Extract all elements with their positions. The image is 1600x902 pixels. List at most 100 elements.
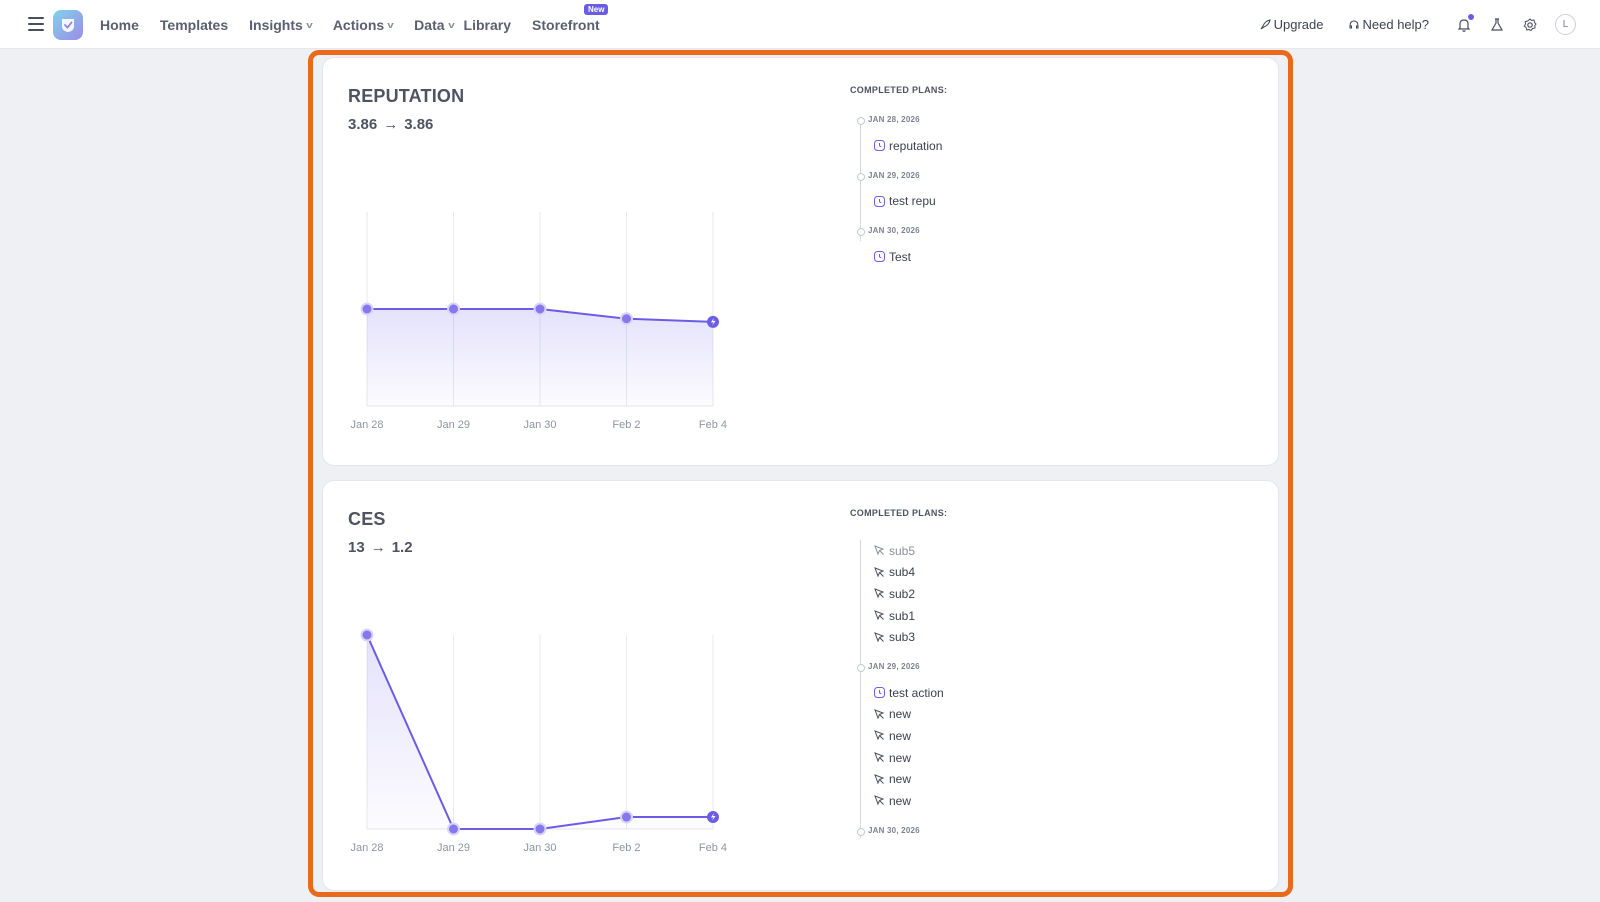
timeline-date: JAN 28, 2026 [857,113,1250,127]
plan-item[interactable]: new [868,790,1250,812]
chevron-down-icon: v [387,19,394,30]
data-point [447,822,460,836]
nav-data-label: Data [414,16,445,33]
card-title: CES [348,509,386,529]
user-avatar[interactable]: L [1555,14,1576,35]
plan-item-label: test repu [889,194,936,209]
delta-from: 13 [348,539,365,556]
card-delta: 13 → 1.2 [348,539,413,556]
nav-insights[interactable]: Insights v [249,17,312,33]
plan-item-label: sub2 [889,586,916,601]
headset-icon [1349,19,1358,28]
x-tick-label: Feb 2 [612,842,640,854]
nav-actions[interactable]: Actions v [332,16,394,33]
plan-item[interactable]: new [868,768,1250,790]
cursor-icon [874,773,885,784]
plan-item[interactable]: new [868,747,1250,769]
plans-timeline: sub5 sub4 sub2 sub1 sub3 JAN 29, 2026 [850,540,1250,838]
labs-button[interactable] [1486,14,1508,36]
plan-item-label: test action [889,685,944,700]
app-logo[interactable] [53,10,83,40]
cursor-icon [874,567,885,578]
plans-heading: COMPLETED PLANS: [850,508,948,518]
plan-item-label: new [889,772,912,787]
help-label: Need help? [1362,17,1430,32]
bolt-icon [711,813,716,822]
nav-templates-label: Templates [159,16,229,33]
clock-icon [874,195,885,207]
notifications-button[interactable] [1453,13,1475,36]
data-point [360,628,374,642]
flask-icon [1490,17,1504,31]
nav-library[interactable]: Library [464,17,511,33]
plan-item-label: new [889,793,912,808]
arrow-icon: → [383,116,399,133]
nav-actions-label: Actions [332,16,385,33]
plan-item-label: new [889,707,912,722]
timeline-line [860,540,861,838]
plans-heading: COMPLETED PLANS: [850,85,948,95]
plan-item[interactable]: sub5 [868,540,1250,562]
cursor-icon [874,795,885,806]
x-tick-label: Jan 28 [350,419,383,431]
plan-item[interactable]: test action [868,682,1250,704]
plan-item[interactable]: sub3 [868,626,1250,648]
highlight-frame [308,50,1293,897]
nav-home-label: Home [100,16,139,33]
nav-storefront[interactable]: Storefront New [532,3,609,33]
plan-item[interactable]: Test [868,246,1250,268]
menu-icon[interactable] [28,17,44,31]
plan-item[interactable]: reputation [868,135,1250,157]
plan-item[interactable]: new [868,725,1250,747]
new-badge: New [584,3,609,15]
data-point [360,302,374,316]
plan-item[interactable]: new [868,704,1250,726]
series-area [367,309,713,406]
plan-item[interactable]: sub2 [868,583,1250,605]
nav-home[interactable]: Home [100,17,139,33]
plan-item[interactable]: sub4 [868,562,1250,584]
cursor-icon [874,752,885,763]
delta-to: 1.2 [391,539,413,556]
avatar-initial: L [1562,19,1569,30]
nav-insights-label: Insights [249,16,303,33]
chevron-down-icon: v [306,19,313,30]
upgrade-link[interactable]: Upgrade [1259,17,1324,32]
clock-icon [874,687,885,699]
nav-templates[interactable]: Templates [160,17,228,33]
main-nav: Home Templates Insights v Actions v Data v … [100,0,621,49]
notification-dot [1468,13,1474,20]
ces-chart: Jan 28 Jan 29 Jan 30 Feb 2 Feb 4 [350,628,727,854]
logo-icon [62,19,74,32]
reputation-card: REPUTATION 3.86 → 3.86 Jan 28 Jan 29 Jan 30 F… [322,57,1279,466]
plan-item[interactable]: sub1 [868,605,1250,627]
timeline-date: JAN 29, 2026 [857,660,1250,674]
x-tick-label: Feb 4 [699,419,727,431]
plan-item-label: reputation [889,138,943,153]
data-point [620,312,633,326]
data-point [447,302,460,316]
nav-data[interactable]: Data v [414,16,455,33]
plan-item[interactable]: test repu [868,191,1250,213]
plan-item-label: Test [889,249,912,264]
cursor-icon [874,730,885,741]
plan-item-label: new [889,750,912,765]
clock-icon [874,140,885,152]
x-tick-label: Jan 29 [437,419,470,431]
card-title: REPUTATION [348,86,465,106]
plan-item-label: sub4 [889,565,916,580]
cursor-icon [874,631,885,643]
bell-icon [1457,18,1471,32]
gear-icon [1523,17,1537,31]
ces-card: CES 13 → 1.2 Jan 28 Jan 29 Jan 30 Feb 2 Feb 4 … [322,480,1279,891]
help-link[interactable]: Need help? [1348,17,1430,32]
arrow-icon: → [370,539,386,556]
x-tick-label: Feb 2 [612,419,640,431]
delta-to: 3.86 [404,116,434,133]
chevron-down-icon: v [447,19,455,30]
settings-button[interactable] [1519,14,1541,36]
rocket-icon [1260,18,1271,29]
upgrade-label: Upgrade [1273,17,1324,32]
nav-library-label: Library [463,16,512,33]
nav-storefront-label: Storefront [532,16,600,33]
